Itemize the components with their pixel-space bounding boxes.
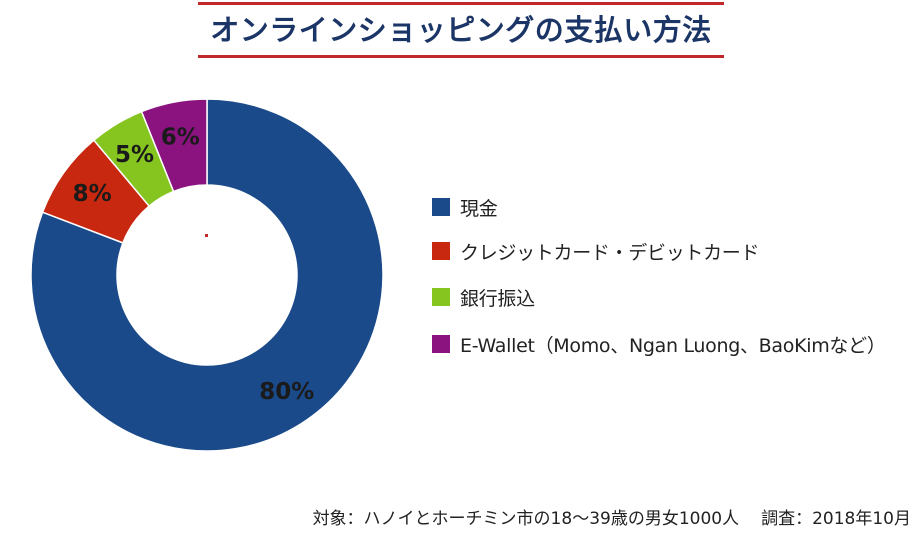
legend-item-card: クレジットカード・デビットカード <box>432 236 760 266</box>
title-bottom-rule <box>198 55 724 58</box>
survey-target-text: 対象：ハノイとホーチミン市の18〜39歳の男女1000人 <box>312 509 740 529</box>
slice-label-card: 8% <box>73 181 112 207</box>
donut-slice-labels: 80% 8%5% 6% <box>73 125 315 405</box>
chart-title: オンラインショッピングの支払い方法 <box>210 13 712 47</box>
chart-title-banner: オンラインショッピングの支払い方法 <box>198 2 724 58</box>
legend-label-ewallet: E-Wallet（Momo、Ngan Luong、BaoKimなど） <box>460 334 886 357</box>
legend-label-bank-transfer: 銀行振込 <box>460 287 535 310</box>
legend-swatch-ewallet <box>432 335 450 353</box>
survey-footnote: 対象：ハノイとホーチミン市の18〜39歳の男女1000人 調査：2018年10月 <box>313 504 911 534</box>
slice-label-ewallet: 6% <box>161 125 200 151</box>
legend-item-bank-transfer: 銀行振込 <box>432 282 535 312</box>
slice-label-cash: 80% <box>259 379 314 405</box>
legend-swatch-cash <box>432 198 450 216</box>
legend-label-card: クレジットカード・デビットカード <box>460 241 760 264</box>
center-mark <box>205 234 208 237</box>
donut-slices <box>30 98 384 452</box>
legend-item-ewallet: E-Wallet（Momo、Ngan Luong、BaoKimなど） <box>432 329 886 359</box>
legend-label-cash: 現金 <box>460 197 498 220</box>
legend-swatch-card <box>432 242 450 260</box>
donut-slice-ewallet <box>140 98 208 193</box>
slice-label-bank-transfer: 5% <box>115 142 154 168</box>
survey-date-text: 調査：2018年10月 <box>761 509 911 529</box>
title-top-rule <box>198 2 724 5</box>
donut-slice-cash <box>30 98 384 452</box>
legend-item-cash: 現金 <box>432 192 498 222</box>
legend-swatch-bank-transfer <box>432 288 450 306</box>
